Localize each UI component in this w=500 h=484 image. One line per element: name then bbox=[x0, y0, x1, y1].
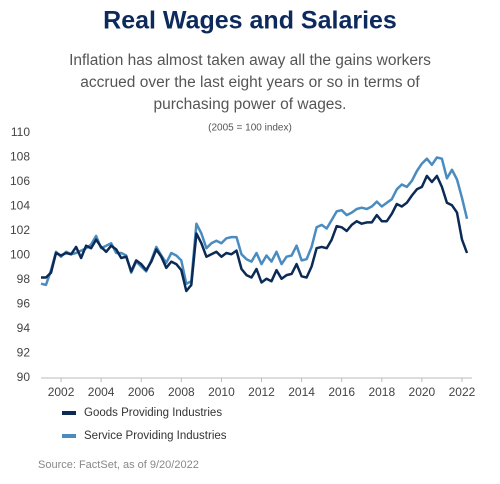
x-tick-label: 2010 bbox=[208, 385, 235, 399]
y-tick-label: 100 bbox=[10, 248, 30, 262]
y-tick-label: 104 bbox=[10, 199, 30, 213]
subtitle: accrued over the last eight years or so … bbox=[80, 74, 420, 91]
note: (2005 = 100 index) bbox=[208, 123, 292, 134]
y-tick-label: 90 bbox=[17, 370, 31, 384]
y-tick-label: 106 bbox=[10, 174, 30, 188]
x-tick-label: 2004 bbox=[88, 385, 115, 399]
series-line bbox=[41, 174, 469, 293]
subtitle: purchasing power of wages. bbox=[153, 96, 346, 113]
subtitle: Inflation has almost taken away all the … bbox=[69, 52, 431, 69]
x-tick-label: 2002 bbox=[48, 385, 75, 399]
legend-label: Goods Providing Industries bbox=[84, 407, 222, 419]
x-tick-label: 2008 bbox=[168, 385, 195, 399]
x-tick-label: 2006 bbox=[128, 385, 155, 399]
x-tick-label: 2020 bbox=[409, 385, 436, 399]
x-tick-label: 2012 bbox=[248, 385, 275, 399]
y-tick-label: 94 bbox=[17, 321, 31, 335]
x-tick-label: 2016 bbox=[328, 385, 355, 399]
y-tick-label: 110 bbox=[11, 125, 30, 139]
x-tick-label: 2014 bbox=[288, 385, 315, 399]
chart-title: Real Wages and Salaries bbox=[103, 7, 397, 35]
x-tick-label: 2018 bbox=[368, 385, 395, 399]
y-tick-label: 108 bbox=[10, 150, 30, 164]
legend-label: Service Providing Industries bbox=[84, 430, 227, 442]
source: Source: FactSet, as of 9/20/2022 bbox=[38, 459, 199, 471]
y-tick-label: 92 bbox=[17, 346, 31, 360]
series-line bbox=[40, 156, 469, 287]
y-tick-label: 102 bbox=[10, 223, 30, 237]
x-tick-label: 2022 bbox=[449, 385, 476, 399]
y-tick-label: 98 bbox=[17, 272, 31, 286]
y-tick-label: 96 bbox=[17, 297, 31, 311]
